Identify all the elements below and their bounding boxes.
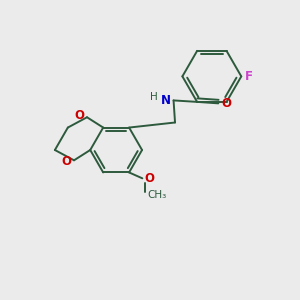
Text: N: N	[160, 94, 171, 107]
Text: F: F	[245, 70, 253, 83]
Text: O: O	[144, 172, 154, 185]
Text: H: H	[150, 92, 158, 102]
Text: CH₃: CH₃	[147, 190, 167, 200]
Text: O: O	[74, 109, 84, 122]
Text: O: O	[61, 155, 71, 168]
Text: O: O	[221, 97, 231, 110]
